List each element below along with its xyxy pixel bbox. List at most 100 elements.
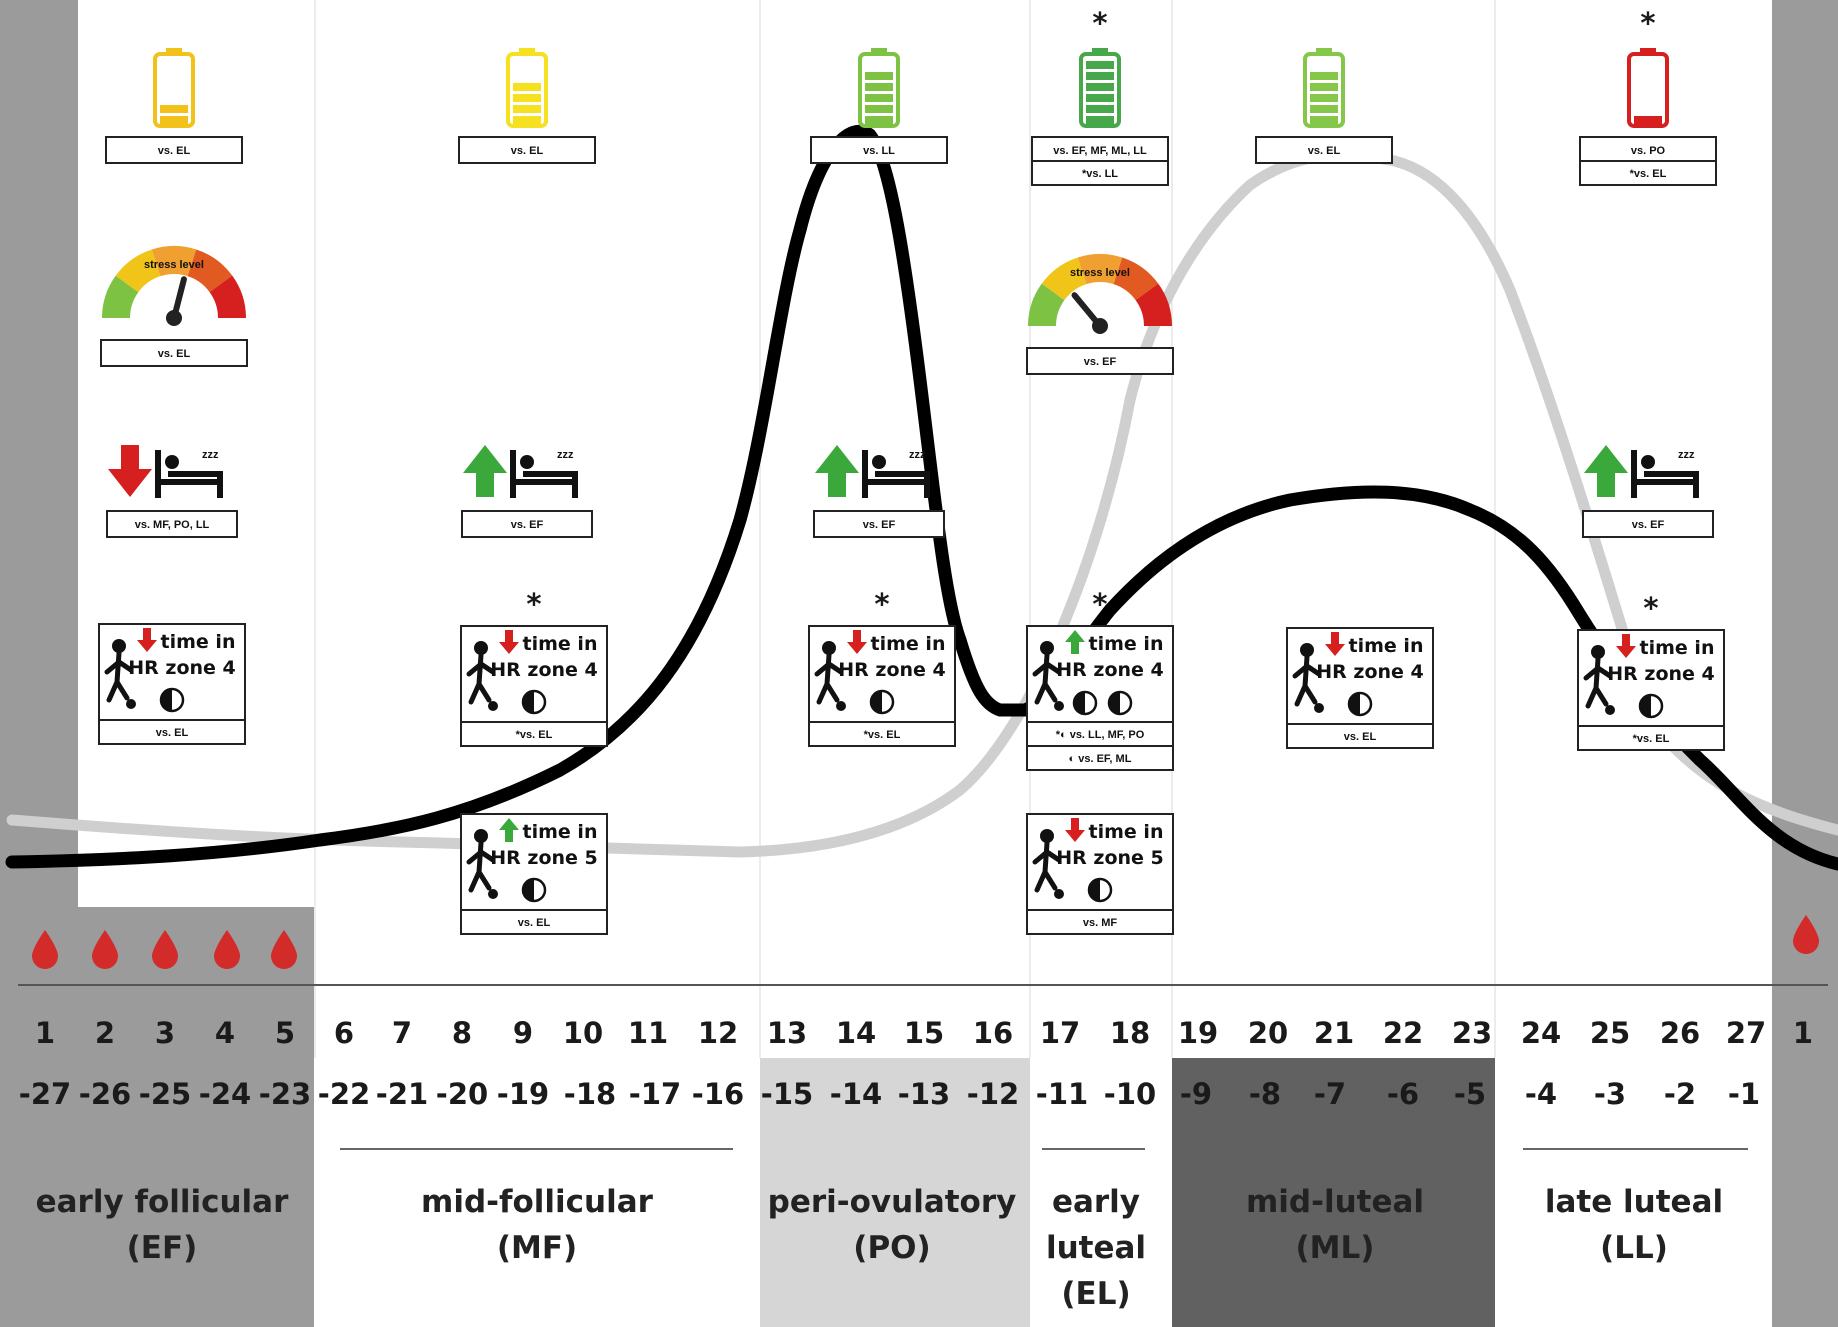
sleep-caption: vs. EF	[511, 519, 544, 531]
significance-star: *	[526, 587, 541, 621]
athlete-icon	[822, 641, 836, 655]
hr-zone-caption-box	[1026, 721, 1174, 747]
hr-zone-caption: vs. MF	[1083, 917, 1118, 929]
reverse-day-number: -5	[1454, 1077, 1486, 1111]
gauge-hub	[166, 310, 182, 326]
reverse-day-number: -4	[1525, 1077, 1557, 1111]
arrow-down-icon	[137, 628, 157, 652]
hr-zone-indicator: time in HR zone 5 vs. MF	[1026, 813, 1174, 935]
gauge-segment	[187, 249, 233, 293]
phase-label: mid-follicular	[421, 1184, 654, 1220]
cycle-day-number: 11	[628, 1016, 668, 1050]
ball-icon	[1605, 705, 1615, 715]
battery-caption: vs. PO	[1631, 145, 1666, 157]
half-circle-icon-fill	[1640, 695, 1651, 717]
hr-zone-box	[808, 625, 956, 723]
battery-level-segment	[160, 105, 188, 113]
hr-zone-label: time in	[1640, 637, 1715, 659]
reverse-day-number: -1	[1728, 1077, 1760, 1111]
battery-caption-box	[1255, 136, 1393, 164]
bed-icon	[155, 450, 223, 498]
cycle-day-numbers: 1 2 3 4 5 6 7 8 9 10 11 12 13 14 15 16 17 18 19 20 21 22 23 24 2…	[35, 1016, 1813, 1050]
reverse-day-number: -22	[318, 1077, 370, 1111]
cycle-day-number: 5	[275, 1016, 295, 1050]
reverse-day-number: -12	[967, 1077, 1019, 1111]
hr-zone-indicator: * time in HR zone 4 *◐ vs. LL, MF, PO ◐ vs. …	[1026, 587, 1174, 771]
hr-zone-label: time in	[523, 821, 598, 843]
battery-caption-box	[810, 136, 948, 164]
battery-caption-box	[1579, 160, 1717, 186]
reverse-day-number: -14	[830, 1077, 882, 1111]
reverse-day-number: -24	[199, 1077, 251, 1111]
gauge-caption: vs. EF	[1084, 356, 1117, 368]
hr-zone-caption: vs. EL	[518, 917, 551, 929]
cycle-day-number: 20	[1248, 1016, 1288, 1050]
hr-zone-label: HR zone 4	[1056, 659, 1164, 681]
gauge-segment	[102, 275, 139, 318]
energy-indicator: vs. EL	[1255, 48, 1393, 164]
hr-zone-label: time in	[871, 633, 946, 655]
battery-level-segment	[1310, 83, 1338, 91]
gauge-caption-box	[1026, 347, 1174, 375]
battery-icon-cap	[871, 48, 887, 55]
ball-icon	[126, 699, 136, 709]
battery-level-segment	[1310, 72, 1338, 80]
hr-zone-caption-box	[1577, 725, 1725, 751]
reverse-day-number: -3	[1594, 1077, 1626, 1111]
menstruation-band-right	[1772, 0, 1838, 1327]
gauge-segment	[1041, 257, 1087, 301]
half-circle-icon-fill	[1074, 692, 1085, 714]
reverse-day-number: -11	[1036, 1077, 1088, 1111]
hr-zone-indicator: time in HR zone 5 vs. EL	[460, 813, 608, 935]
reverse-day-number: -23	[259, 1077, 311, 1111]
cycle-day-number: 23	[1452, 1016, 1492, 1050]
sleeper-head-icon	[165, 455, 179, 469]
cycle-day-number: 1	[35, 1016, 55, 1050]
blood-drop-icon	[32, 930, 58, 969]
battery-level-segment	[160, 116, 188, 124]
hr-zone-label: time in	[523, 633, 598, 655]
significance-star: *	[874, 587, 889, 621]
hr-zone-caption: ◐ vs. EF, ML	[1069, 753, 1132, 765]
bed-icon	[862, 450, 930, 498]
battery-caption: *vs. LL	[1082, 168, 1118, 180]
cycle-day-number: 13	[767, 1016, 807, 1050]
arrow-down-icon	[1325, 632, 1345, 656]
battery-level-segment	[1086, 116, 1114, 124]
phase-abbrev: (EL)	[1061, 1276, 1130, 1312]
battery-icon-cap	[166, 48, 182, 55]
battery-level-segment	[513, 94, 541, 102]
phase-label: mid-luteal	[1246, 1184, 1424, 1220]
sleep-indicator: zzz vs. EF	[1582, 445, 1714, 538]
battery-icon-cap	[1640, 48, 1656, 55]
battery-level-segment	[1086, 83, 1114, 91]
battery-caption: vs. EL	[158, 145, 191, 157]
phase-label: luteal	[1046, 1230, 1146, 1266]
phase-label: early	[1052, 1184, 1140, 1220]
arrow-down-icon	[1616, 634, 1636, 658]
hr-zone-indicator: * time in HR zone 4 *vs. EL	[460, 587, 608, 747]
half-circle-icon-fill	[1109, 692, 1120, 714]
gauge-label: stress level	[144, 259, 204, 271]
ball-icon	[488, 701, 498, 711]
battery-caption: *vs. EL	[1630, 168, 1667, 180]
cycle-day-number: 6	[334, 1016, 354, 1050]
gauge-segment	[1028, 283, 1065, 326]
menstruation-band-left	[0, 0, 78, 1327]
sleeper-head-icon	[520, 455, 534, 469]
athlete-icon-body	[466, 652, 496, 705]
reverse-day-number: -18	[564, 1077, 616, 1111]
reverse-day-number: -10	[1104, 1077, 1156, 1111]
reverse-day-number: -16	[692, 1077, 744, 1111]
zzz-icon: zzz	[909, 449, 926, 461]
battery-level-segment	[1310, 116, 1338, 124]
athlete-icon-body	[1032, 840, 1062, 893]
cycle-day-number: 17	[1040, 1016, 1080, 1050]
athlete-icon	[112, 639, 126, 653]
cycle-day-number: 22	[1383, 1016, 1423, 1050]
battery-icon	[1627, 52, 1669, 128]
cycle-day-number: 21	[1314, 1016, 1354, 1050]
hr-zone-caption-box	[460, 721, 608, 747]
gauge-caption: vs. EL	[158, 348, 191, 360]
cycle-day-number: 15	[904, 1016, 944, 1050]
